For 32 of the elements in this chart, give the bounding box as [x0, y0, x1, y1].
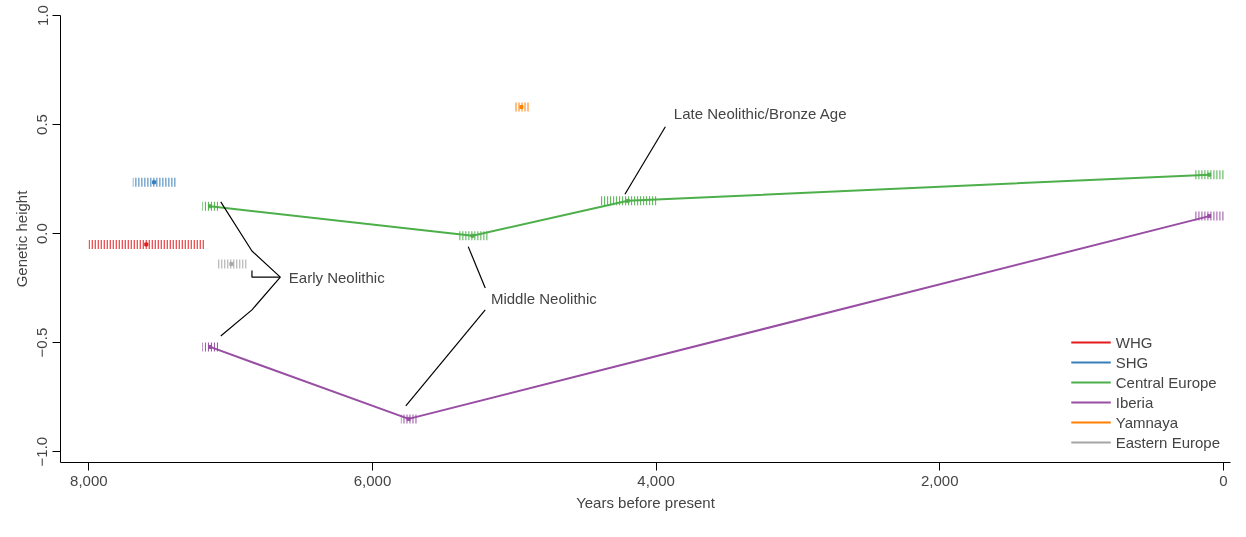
x-tick-label: 0	[1219, 471, 1228, 489]
y-tick-label: 0.5	[33, 114, 51, 135]
legend-label: Iberia	[1115, 393, 1154, 411]
point	[229, 262, 234, 267]
x-axis-title: Years before present	[576, 493, 716, 511]
annotation: Middle Neolithic	[490, 290, 598, 308]
x-tick-label: 6,000	[353, 471, 392, 489]
legend-label: Central Europe	[1115, 373, 1217, 391]
y-axis-title: Genetic height	[12, 189, 30, 288]
x-tick-label: 8,000	[70, 471, 108, 489]
legend-label: SHG	[1115, 353, 1149, 371]
legend-label: Yamnaya	[1115, 413, 1179, 431]
point	[144, 242, 149, 247]
annotation: Early Neolithic	[288, 268, 386, 286]
point	[470, 233, 475, 238]
y-tick-label: 0.0	[33, 223, 51, 244]
annotation: Late Neolithic/Bronze Age	[673, 105, 847, 123]
point	[1207, 172, 1212, 177]
x-tick-label: 2,000	[921, 471, 959, 489]
legend-label: Eastern Europe	[1115, 433, 1220, 451]
point	[152, 180, 157, 185]
point	[625, 198, 630, 203]
y-tick-label: 1.0	[33, 5, 51, 26]
y-tick-label: −1.0	[33, 436, 51, 467]
point	[208, 344, 213, 349]
point	[1207, 214, 1212, 219]
point	[406, 416, 411, 421]
x-tick-label: 4,000	[637, 471, 675, 489]
point	[519, 105, 524, 110]
y-tick-label: −0.5	[33, 327, 51, 358]
point	[208, 204, 213, 209]
legend-label: WHG	[1115, 333, 1153, 351]
